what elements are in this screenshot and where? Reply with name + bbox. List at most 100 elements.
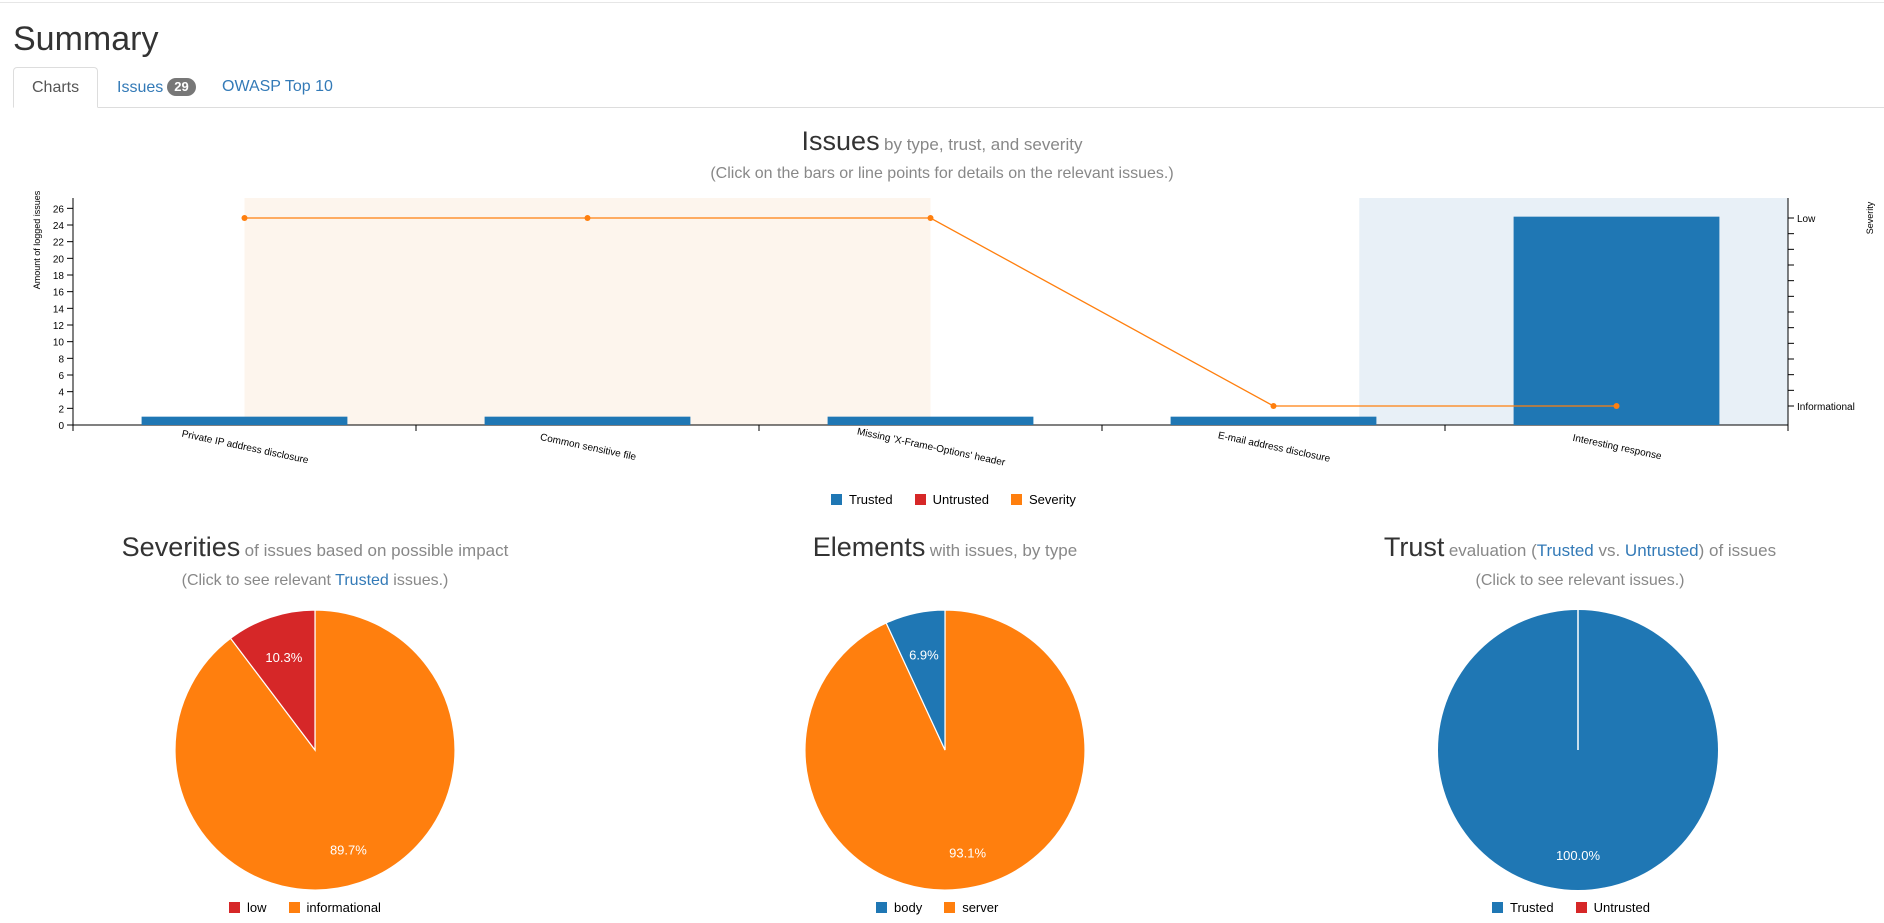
severity-point-interesting-response (1613, 403, 1620, 409)
severities-chart-hint: (Click to see relevant Trusted issues.) (70, 572, 560, 590)
y-tick-label-4: 4 (58, 388, 64, 399)
severities-legend: low informational (229, 900, 381, 915)
issues-title-sub: by type, trust, and severity (884, 135, 1083, 154)
y-axis-title: Amount of logged issues (32, 190, 42, 289)
bar-trusted-private-ip-address-disclosure (141, 416, 348, 425)
trust-legend: Trusted Untrusted (1492, 900, 1650, 915)
tab-charts[interactable]: Charts (13, 67, 99, 108)
x-tick-label-private-ip-address-disclosure: Private IP address disclosure (181, 429, 310, 467)
trust-chart-title: Trust evaluation (Trusted vs. Untrusted)… (1300, 532, 1860, 563)
legend-swatch-low (229, 902, 240, 913)
tab-owasp-label: OWASP Top 10 (222, 78, 333, 95)
legend-swatch-trusted (831, 494, 842, 505)
issues-chart-title: Issues by type, trust, and severity (0, 126, 1884, 157)
pie-value-label-informational: 89.7% (330, 843, 367, 858)
tab-issues-label: Issues (117, 79, 164, 96)
severities-title-sub: of issues based on possible impact (244, 541, 509, 560)
legend-swatch-trust-trusted (1492, 902, 1503, 913)
severity-point-common-sensitive-file (584, 215, 591, 221)
y-tick-label-8: 8 (58, 354, 64, 365)
y-tick-label-2: 2 (58, 404, 64, 415)
y2-axis-title: Severity (1865, 201, 1875, 234)
top-divider (0, 2, 1884, 3)
bar-trusted-interesting-response (1513, 216, 1720, 425)
pie-value-label-server: 93.1% (949, 846, 986, 861)
elements-legend: body server (876, 900, 998, 915)
legend-swatch-informational (288, 902, 300, 913)
legend-item-trusted[interactable]: Trusted (831, 492, 893, 507)
elements-title-main: Elements (812, 532, 926, 562)
legend-label-body: body (894, 900, 923, 915)
y-tick-label-6: 6 (58, 371, 64, 382)
y-tick-label-14: 14 (53, 304, 65, 315)
legend-label-trust-untrusted: Untrusted (1593, 900, 1650, 915)
legend-item-server[interactable]: server (944, 900, 998, 915)
severities-hint-pre: (Click to see relevant (181, 572, 336, 589)
bar-trusted-missing-x-frame-options-header (827, 416, 1034, 425)
y-tick-label-24: 24 (53, 221, 65, 232)
legend-label-informational: informational (306, 900, 381, 915)
legend-item-informational[interactable]: informational (288, 900, 381, 915)
severity-point-private-ip-address-disclosure (241, 215, 248, 221)
legend-label-low: low (247, 900, 267, 915)
trust-title-main: Trust (1383, 532, 1445, 562)
severities-pie-chart: 89.7% 10.3% (174, 609, 456, 891)
y-tick-label-18: 18 (53, 271, 65, 282)
severities-hint-post: issues.) (388, 572, 449, 589)
issues-count-badge: 29 (167, 78, 196, 96)
legend-item-low[interactable]: low (229, 900, 267, 915)
legend-label-server: server (962, 900, 999, 915)
legend-label-severity: Severity (1028, 492, 1076, 507)
page-title: Summary (13, 20, 159, 58)
pie-value-label-trusted: 100.0% (1556, 848, 1601, 863)
legend-item-body[interactable]: body (876, 900, 922, 915)
trust-sub-link-untrusted[interactable]: Untrusted (1624, 541, 1699, 560)
legend-swatch-trust-untrusted (1575, 902, 1587, 913)
legend-item-trust-untrusted[interactable]: Untrusted (1575, 900, 1650, 915)
y2-tick-label-low: Low (1797, 214, 1816, 225)
trust-sub-post: ) of issues (1698, 541, 1777, 560)
pie-slice-low (229, 609, 316, 752)
legend-swatch-server (944, 902, 956, 913)
y-tick-label-12: 12 (53, 321, 65, 332)
legend-item-severity[interactable]: Severity (1010, 492, 1076, 507)
legend-label-trusted: Trusted (849, 492, 893, 507)
severity-point-e-mail-address-disclosure (1270, 403, 1277, 409)
y-tick-label-0: 0 (58, 421, 64, 432)
elements-pie-chart: 93.1% 6.9% (804, 609, 1086, 891)
severities-chart-title: Severities of issues based on possible i… (70, 532, 560, 563)
legend-swatch-untrusted (914, 494, 926, 505)
legend-swatch-severity (1010, 494, 1022, 505)
tab-charts-label: Charts (32, 79, 80, 96)
y2-tick-label-informational: Informational (1797, 402, 1855, 413)
y-tick-label-26: 26 (53, 204, 65, 215)
x-tick-label-interesting-response: Interesting response (1572, 433, 1663, 463)
trust-sub-pre: evaluation ( (1448, 541, 1537, 560)
tab-issues[interactable]: Issues 29 (99, 67, 214, 107)
trust-sub-mid: vs. (1593, 541, 1625, 560)
issues-legend: Trusted Untrusted Severity (831, 492, 1076, 507)
trust-pie-chart: 100.0% (1438, 610, 1718, 890)
trust-sub-link-trusted[interactable]: Trusted (1536, 541, 1594, 560)
tab-owasp[interactable]: OWASP Top 10 (204, 67, 351, 107)
legend-label-untrusted: Untrusted (932, 492, 989, 507)
trust-chart-hint: (Click to see relevant issues.) (1475, 572, 1685, 589)
issues-chart-hint: (Click on the bars or line points for de… (710, 165, 1174, 182)
legend-swatch-body (876, 902, 887, 913)
legend-item-untrusted[interactable]: Untrusted (914, 492, 989, 507)
bar-trusted-e-mail-address-disclosure (1170, 416, 1377, 425)
y-tick-label-22: 22 (53, 238, 65, 249)
issues-title-main: Issues (801, 126, 880, 156)
severities-title-main: Severities (121, 532, 241, 562)
tab-bar: Charts Issues 29 OWASP Top 10 (13, 67, 1884, 108)
pie-value-label-body: 6.9% (909, 647, 939, 662)
trust-title-sub: evaluation (Trusted vs. Untrusted) of is… (1449, 541, 1776, 560)
severity-band-low (244, 198, 931, 425)
legend-item-trust-trusted[interactable]: Trusted (1492, 900, 1554, 915)
severities-hint-link[interactable]: Trusted (335, 572, 389, 589)
severity-point-missing-x-frame-options-header (927, 215, 934, 221)
bar-trusted-common-sensitive-file (484, 416, 691, 425)
legend-label-trust-trusted: Trusted (1510, 900, 1554, 915)
pie-value-label-low: 10.3% (265, 650, 302, 665)
